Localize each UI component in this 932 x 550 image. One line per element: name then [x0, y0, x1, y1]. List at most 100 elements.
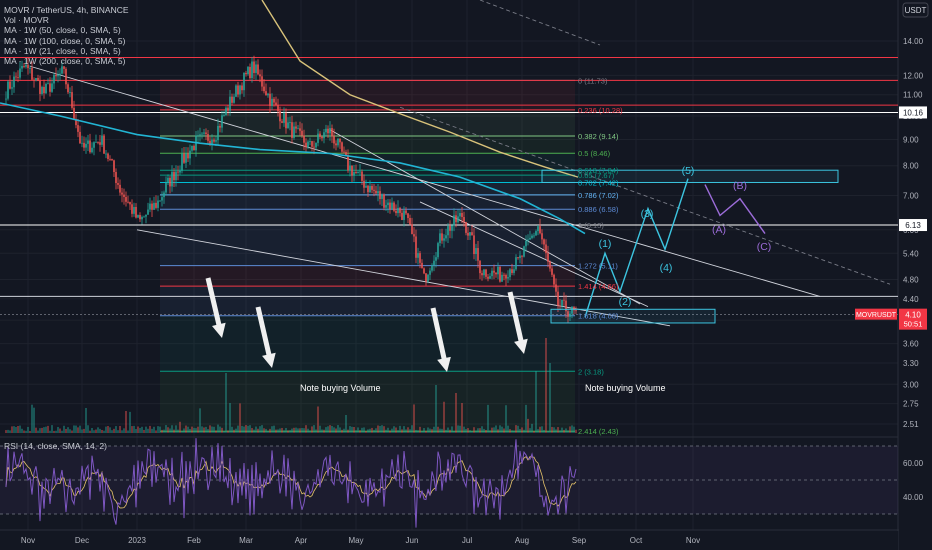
level-tag [899, 219, 927, 232]
fib-fill [160, 265, 575, 287]
elliott-impulse-path [584, 178, 689, 318]
volume-bar [435, 385, 437, 433]
candle-body [73, 107, 75, 119]
candle-body [259, 74, 261, 77]
volume-bar [139, 427, 141, 433]
symbol-tag [855, 308, 897, 320]
volume-bar [37, 430, 39, 433]
x-tick-label: 2023 [128, 536, 146, 545]
fib-label: 0.618 (7.84) [578, 166, 619, 175]
indicator-ma-21[interactable]: MA · 1W (21, close, 0, SMA, 5) [4, 45, 121, 56]
candle-body [23, 65, 25, 67]
volume-bar [367, 429, 369, 433]
candle-body [331, 128, 333, 137]
volume-bar [439, 428, 441, 433]
indicator-ma-50[interactable]: MA · 1W (50, close, 0, SMA, 5) [4, 25, 121, 36]
rsi-ma-line [5, 456, 577, 509]
candle-body [141, 217, 143, 220]
volume-bar [523, 429, 525, 433]
candle-body [327, 128, 329, 134]
candle-body [383, 194, 385, 208]
candle-body [175, 171, 177, 181]
candle-body [303, 135, 305, 143]
volume-bar [135, 429, 137, 433]
volume-bar [461, 403, 463, 433]
candle-body [471, 232, 473, 236]
rsi-legend[interactable]: RSI (14, close, SMA, 14, 2) [4, 441, 107, 451]
volume-bar [381, 425, 383, 433]
volume-bar [457, 425, 459, 433]
volume-bar [427, 427, 429, 433]
volume-bar [145, 426, 147, 433]
volume-bar [431, 429, 433, 433]
candle-body [503, 274, 505, 276]
candle-body [261, 76, 263, 87]
volume-bar [447, 427, 449, 433]
candle-body [333, 136, 335, 144]
volume-arrows: Note buying Volume Note buying Volume [205, 277, 666, 393]
volume-bar [229, 403, 231, 433]
volume-bar [245, 425, 247, 433]
volume-bar [103, 430, 105, 433]
volume-bar [449, 429, 451, 433]
wave-label: (C) [757, 241, 772, 253]
candle-body [443, 238, 445, 241]
volume-bar [31, 404, 33, 433]
volume-bar [159, 426, 161, 433]
candle-body [501, 274, 503, 282]
candle-body [309, 141, 311, 142]
candle-body [19, 68, 21, 78]
candle-body [389, 202, 391, 210]
candle-body [381, 194, 383, 199]
indicator-ma-100[interactable]: MA · 1W (100, close, 0, SMA, 5) [4, 35, 126, 46]
volume-bar [195, 428, 197, 433]
candle-body [135, 206, 137, 218]
volume-bar [281, 427, 283, 433]
candle-body [487, 276, 489, 279]
volume-bar [11, 426, 13, 433]
indicator-ma-200[interactable]: MA · 1W (200, close, 0, SMA, 5) [4, 56, 126, 67]
volume-bar [109, 427, 111, 433]
candle-body [89, 140, 91, 153]
candle-body [147, 209, 149, 215]
candle-body [481, 273, 483, 276]
x-tick-label: Mar [239, 536, 253, 545]
volume-bar [27, 426, 29, 433]
candle-body [205, 132, 207, 134]
indicator-volume[interactable]: Vol · MOVR [4, 15, 49, 26]
x-tick-label: Oct [630, 536, 643, 545]
volume-bar [305, 425, 307, 433]
candle-body [547, 253, 549, 262]
volume-bar [397, 430, 399, 433]
candle-body [465, 221, 467, 233]
candle-body [513, 269, 515, 273]
candle-body [9, 81, 11, 89]
candle-body [53, 74, 55, 84]
elliott-waves: (1) (2) (3) (4) (5) (A) (B) (C) [584, 165, 772, 318]
volume-bar [211, 426, 213, 433]
volume-bar [359, 430, 361, 433]
candle-body [387, 202, 389, 206]
volume-bar [403, 426, 405, 433]
volume-bar [327, 426, 329, 433]
trendline [29, 65, 821, 297]
volume-bar [193, 427, 195, 433]
candle-body [127, 201, 129, 203]
volume-bar [61, 430, 63, 433]
volume-bar [325, 427, 327, 433]
currency-button [902, 2, 929, 18]
rsi-tick-label: 40.00 [903, 493, 924, 502]
volume-bar [71, 430, 73, 433]
wave-label: (2) [619, 296, 632, 308]
candle-body [231, 96, 233, 103]
trendline [479, 0, 601, 46]
symbol-title[interactable]: MOVR / TetherUS, 4h, BINANCE [4, 5, 129, 15]
volume-bar [491, 427, 493, 433]
candle-body [537, 226, 539, 232]
candle-body [559, 305, 561, 307]
volume-bar [307, 428, 309, 433]
candle-body [33, 79, 35, 81]
candle-body [79, 131, 81, 144]
y-tick-label: 14.00 [903, 37, 924, 46]
